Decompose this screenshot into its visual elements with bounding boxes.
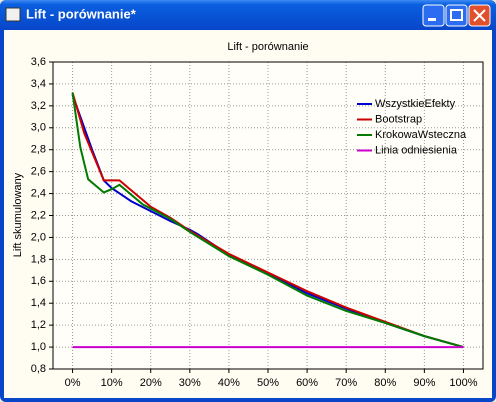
x-tick-label: 50% — [257, 377, 279, 389]
y-tick-label: 1,8 — [31, 253, 46, 265]
y-tick-label: 2,6 — [31, 166, 46, 178]
x-tick-label: 0% — [65, 377, 81, 389]
close-button[interactable] — [468, 4, 491, 27]
app-icon — [5, 7, 21, 22]
y-tick-label: 0,8 — [31, 363, 46, 375]
legend-label: WszystkieEfekty — [375, 98, 456, 110]
y-tick-label: 3,2 — [31, 100, 46, 112]
legend-label: Linia odniesienia — [375, 144, 458, 156]
x-tick-label: 100% — [449, 377, 477, 389]
chart-title: Lift - porównanie — [227, 41, 308, 53]
x-tick-label: 70% — [335, 377, 357, 389]
series-line — [71, 92, 464, 349]
y-axis-label: Lift skumulowany — [12, 172, 24, 257]
legend-label: Bootstrap — [375, 113, 422, 125]
y-tick-label: 1,0 — [31, 341, 46, 353]
x-tick-label: 80% — [374, 377, 396, 389]
y-tick-label: 2,2 — [31, 209, 46, 221]
y-tick-label: 2,8 — [31, 144, 46, 156]
y-tick-label: 3,6 — [31, 56, 46, 68]
x-tick-label: 90% — [413, 377, 435, 389]
minimize-button[interactable] — [422, 4, 445, 27]
y-tick-label: 1,2 — [31, 319, 46, 331]
y-tick-label: 2,0 — [31, 231, 46, 243]
y-tick-label: 3,0 — [31, 122, 46, 134]
x-tick-label: 40% — [218, 377, 240, 389]
maximize-button[interactable] — [445, 4, 468, 27]
x-tick-label: 20% — [140, 377, 162, 389]
y-tick-label: 1,4 — [31, 297, 46, 309]
x-tick-label: 10% — [101, 377, 123, 389]
y-tick-label: 1,6 — [31, 275, 46, 287]
y-tick-label: 3,4 — [31, 78, 46, 90]
title-bar — [0, 0, 496, 30]
y-tick-label: 2,4 — [31, 187, 46, 199]
x-tick-label: 60% — [296, 377, 318, 389]
window-title: Lift - porównanie* — [26, 6, 137, 21]
series-line — [71, 94, 464, 349]
legend-label: KrokowaWsteczna — [375, 129, 467, 141]
x-tick-label: 30% — [179, 377, 201, 389]
plot-border — [52, 61, 484, 370]
